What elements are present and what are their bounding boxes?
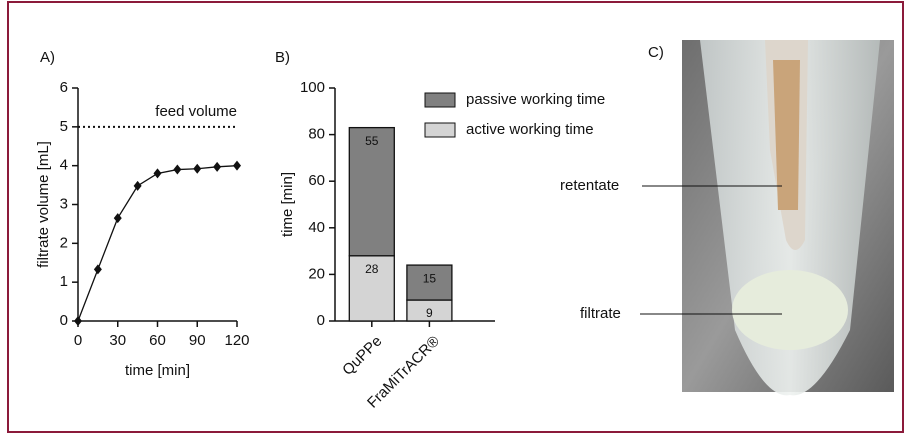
panel-label: C)	[648, 44, 664, 61]
page: {"chart_data": [ {"type": "line", "panel…	[0, 0, 907, 436]
y-tick-label: 80	[308, 126, 325, 143]
y-tick-label: 4	[60, 157, 68, 174]
data-label: 15	[423, 271, 437, 285]
x-tick-label: 120	[224, 332, 249, 349]
marker	[193, 164, 201, 174]
x-tick-label: 90	[189, 332, 206, 349]
y-tick-label: 100	[300, 79, 325, 96]
x-tick-label: QuPPe	[339, 333, 385, 379]
marker	[233, 161, 241, 171]
marker	[213, 162, 221, 172]
panel-label: B)	[275, 49, 290, 66]
panel-label: A)	[40, 49, 55, 66]
y-tick-label: 20	[308, 265, 325, 282]
y-tick-label: 6	[60, 79, 68, 96]
marker	[94, 264, 102, 274]
figure: C) retentate filtrate A) filtrate volume …	[0, 0, 907, 436]
y-tick-label: 0	[317, 312, 325, 329]
y-tick-label: 2	[60, 234, 68, 251]
y-tick-label: 5	[60, 118, 68, 135]
annotation: filtrate	[580, 305, 621, 322]
y-tick-label: 0	[60, 312, 68, 329]
marker	[154, 168, 162, 178]
photo	[682, 40, 894, 395]
y-tick-label: 40	[308, 219, 325, 236]
y-axis-label: time [min]	[279, 172, 296, 237]
reference-label: feed volume	[155, 103, 237, 120]
annotation: retentate	[560, 177, 619, 194]
x-tick-label: 60	[149, 332, 166, 349]
legend-swatch	[425, 123, 455, 137]
marker	[74, 316, 82, 326]
y-tick-label: 1	[60, 273, 68, 290]
y-tick-label: 60	[308, 172, 325, 189]
data-line	[78, 166, 237, 321]
legend-label: passive working time	[466, 91, 605, 108]
data-label: 55	[365, 134, 379, 148]
x-tick-label: 30	[109, 332, 126, 349]
x-axis-label: time [min]	[125, 362, 190, 379]
y-tick-label: 3	[60, 195, 68, 212]
data-label: 28	[365, 262, 379, 276]
y-axis-label: filtrate volume [mL]	[35, 141, 52, 268]
legend-label: active working time	[466, 121, 594, 138]
marker	[173, 165, 181, 175]
legend-swatch	[425, 93, 455, 107]
x-tick-label: 0	[74, 332, 82, 349]
data-label: 9	[426, 306, 433, 320]
